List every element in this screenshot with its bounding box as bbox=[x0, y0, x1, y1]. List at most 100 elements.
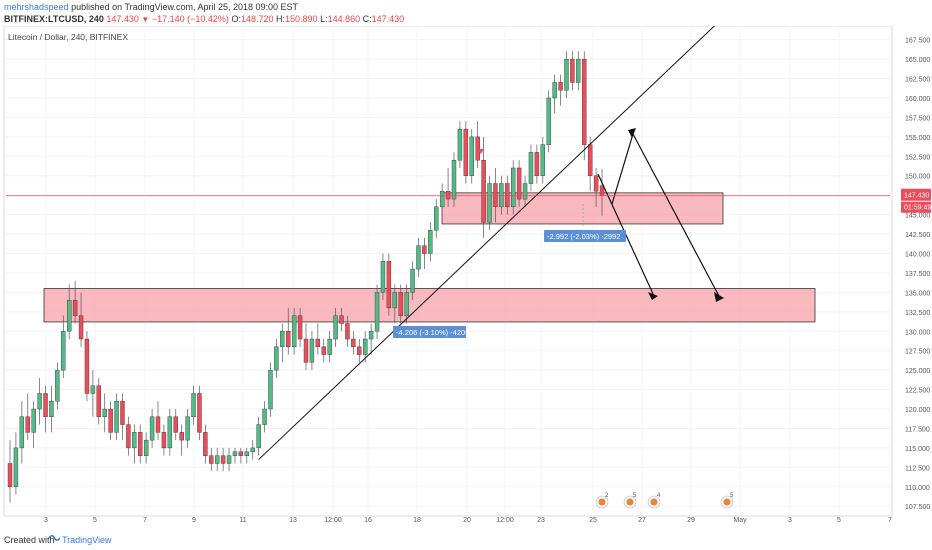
open-value: 148.720 bbox=[240, 14, 274, 24]
candle-up bbox=[19, 416, 25, 449]
candle-down bbox=[84, 338, 90, 394]
candle-down bbox=[570, 58, 575, 83]
price-tick-label: 130.000 bbox=[905, 329, 930, 336]
candle-down bbox=[220, 455, 226, 464]
candle-up bbox=[114, 401, 119, 433]
price-tick-label: 135.000 bbox=[905, 290, 930, 297]
candle-down bbox=[173, 416, 178, 433]
candle-down bbox=[516, 167, 522, 200]
candle-down bbox=[475, 136, 480, 161]
candle-down bbox=[286, 331, 291, 348]
candle-down bbox=[505, 183, 510, 208]
price-tick-label: 162.500 bbox=[905, 77, 930, 84]
candle-up bbox=[522, 183, 528, 200]
candle-up bbox=[434, 206, 439, 231]
candle-up bbox=[428, 229, 433, 254]
measure-label-lower: -4.206 (-3.10%) -4206 bbox=[396, 328, 469, 337]
candle-up bbox=[511, 167, 516, 208]
time-tick-label: 7 bbox=[888, 517, 892, 524]
price-tick-label: 145.000 bbox=[905, 213, 930, 220]
publish-line: mehrshadspeed published on TradingView.c… bbox=[4, 2, 298, 13]
low-label: L: bbox=[320, 14, 328, 24]
price-tick-label: 160.000 bbox=[905, 96, 930, 103]
time-tick-label: 27 bbox=[638, 517, 646, 524]
time-tick-label: 12:00 bbox=[324, 517, 342, 524]
ascending-trendline bbox=[258, 26, 716, 460]
candle-up bbox=[102, 408, 107, 417]
candle-down bbox=[179, 432, 184, 441]
candle-down bbox=[78, 315, 84, 340]
candles-layer bbox=[7, 51, 605, 503]
candle-down bbox=[339, 315, 344, 324]
candle-up bbox=[546, 97, 551, 145]
time-tick-label: 23 bbox=[537, 517, 545, 524]
tradingview-logo-icon bbox=[49, 534, 60, 542]
event-count: 2 bbox=[605, 493, 609, 499]
candle-down bbox=[593, 175, 599, 192]
candle-up bbox=[528, 152, 534, 184]
candle-down bbox=[25, 416, 30, 433]
time-tick-label: 16 bbox=[364, 517, 372, 524]
price-tick-label: 132.500 bbox=[905, 310, 930, 317]
candle-up bbox=[274, 346, 279, 371]
time-tick-label: 18 bbox=[413, 517, 421, 524]
candle-down bbox=[386, 261, 392, 309]
arrow-head-icon bbox=[648, 292, 658, 300]
candle-down bbox=[534, 152, 540, 176]
candle-down bbox=[203, 432, 208, 456]
candle-up bbox=[363, 338, 368, 355]
time-tick-label: 29 bbox=[687, 517, 695, 524]
candle-down bbox=[315, 338, 321, 348]
candle-up bbox=[280, 331, 285, 348]
candle-down bbox=[303, 338, 309, 363]
price-tick-label: 120.000 bbox=[905, 407, 930, 414]
high-label: H: bbox=[276, 14, 286, 24]
candle-down bbox=[197, 393, 202, 433]
candle-down bbox=[43, 393, 48, 417]
author-link[interactable]: mehrshadspeed bbox=[4, 2, 69, 12]
candle-down bbox=[7, 463, 13, 487]
candle-down bbox=[161, 432, 167, 449]
event-count: 5 bbox=[633, 493, 637, 499]
event-flag-dot bbox=[626, 498, 634, 506]
price-tick-label: 137.500 bbox=[905, 271, 930, 278]
countdown-badge bbox=[901, 201, 931, 213]
footer: Created with TradingView bbox=[0, 528, 932, 550]
time-tick-label: 9 bbox=[192, 517, 196, 524]
price-axis[interactable]: 107.500 110.000 112.500 115.000 117.500 120.0… bbox=[901, 38, 931, 512]
candle-up bbox=[469, 136, 474, 176]
candle-down bbox=[120, 401, 125, 425]
candle-up bbox=[49, 401, 54, 417]
price-chart[interactable]: -2.992 (-2.03%) -2992 -4.206 (-3.10%) -42… bbox=[0, 26, 932, 526]
last-price-badge bbox=[901, 188, 931, 201]
candle-up bbox=[66, 299, 72, 332]
candle-up bbox=[368, 331, 374, 340]
time-tick-label: 3 bbox=[788, 517, 792, 524]
candle-up bbox=[576, 58, 581, 83]
price-tick-label: 115.000 bbox=[905, 446, 930, 453]
candle-up bbox=[552, 82, 557, 99]
price-tick-label: 155.000 bbox=[905, 135, 930, 142]
price-change: −17.140 (−10.42%) bbox=[151, 14, 229, 24]
candle-down bbox=[422, 245, 427, 254]
tradingview-brand[interactable]: TradingView bbox=[62, 535, 112, 545]
chart-header: mehrshadspeed published on TradingView.c… bbox=[0, 0, 932, 26]
drawings-layer: -2.992 (-2.03%) -2992 -4.206 (-3.10%) -42… bbox=[6, 26, 890, 509]
candle-up bbox=[451, 159, 457, 200]
candle-down bbox=[238, 451, 244, 456]
candle-up bbox=[90, 385, 96, 394]
close-label: C: bbox=[362, 14, 372, 24]
price-tick-label: 107.500 bbox=[905, 504, 930, 511]
candle-down bbox=[321, 346, 326, 355]
sell-marker-icon bbox=[478, 149, 484, 154]
low-value: 144.860 bbox=[327, 14, 361, 24]
close-value: 147.430 bbox=[371, 14, 405, 24]
candle-up bbox=[416, 245, 421, 270]
candle-up bbox=[268, 369, 273, 410]
price-tick-label: 110.000 bbox=[905, 485, 930, 492]
event-flag-dot bbox=[598, 498, 606, 506]
candle-up bbox=[564, 58, 569, 91]
candle-up bbox=[149, 416, 155, 441]
candle-up bbox=[61, 331, 66, 371]
time-axis[interactable]: 3 5 7 9 11 13 12:00 16 18 20 12:00 23 25 27 29 May 3 5 7 bbox=[44, 517, 892, 524]
